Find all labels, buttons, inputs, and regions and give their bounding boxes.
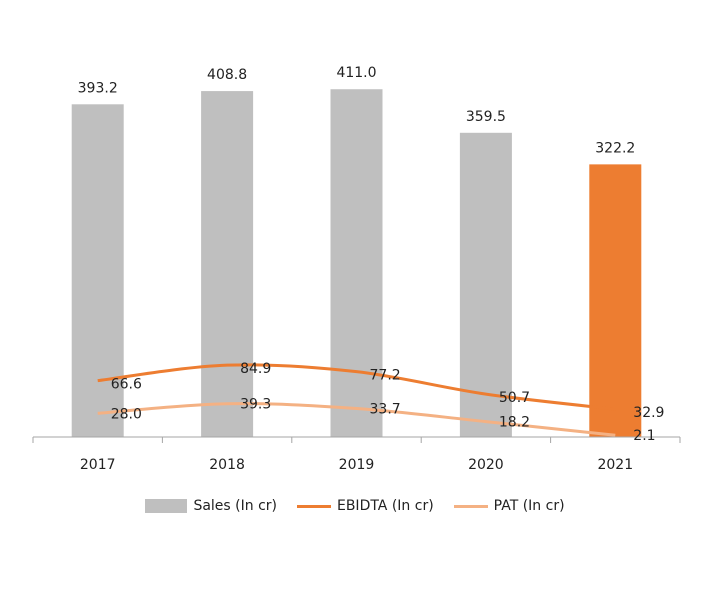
x-tick-label-2017: 2017 (80, 457, 116, 473)
legend-item-ebidta: EBIDTA (In cr) (296, 498, 434, 514)
line-series (97, 363, 616, 437)
legend-label-sales: Sales (In cr) (193, 498, 277, 514)
x-tick-label-2021: 2021 (597, 457, 633, 473)
legend-label-pat: PAT (In cr) (493, 498, 565, 514)
pat-label-2019: 33.7 (370, 401, 401, 417)
sales-bar-2018 (201, 91, 254, 437)
ebidta-label-2018: 84.9 (240, 361, 271, 377)
legend: Sales (In cr) EBIDTA (In cr) PAT (In cr) (0, 498, 710, 514)
legend-item-sales: Sales (In cr) (145, 498, 277, 514)
pat-label-2018: 39.3 (240, 397, 271, 413)
ebidta-label-2017: 66.6 (111, 377, 142, 393)
x-tick-label-2020: 2020 (468, 457, 504, 473)
sales-label-2020: 359.5 (466, 109, 506, 125)
legend-swatch-sales (145, 499, 188, 513)
sales-bar-2017 (71, 104, 124, 438)
sales-bars (71, 89, 642, 438)
legend-label-ebidta: EBIDTA (In cr) (336, 498, 434, 514)
sales-label-2021: 322.2 (595, 140, 635, 156)
data-labels: 393.2 408.8 411.0 359.5 322.2 66.6 84.9 77.2 50.… (78, 65, 665, 444)
x-tick-label-2019: 2019 (339, 457, 375, 473)
sales-label-2018: 408.8 (207, 67, 247, 83)
ebidta-label-2020: 50.7 (499, 390, 530, 406)
legend-swatch-pat (453, 504, 488, 508)
pat-label-2020: 18.2 (499, 415, 530, 431)
legend-item-pat: PAT (In cr) (453, 498, 565, 514)
pat-label-2017: 28.0 (111, 406, 142, 422)
ebidta-label-2019: 77.2 (370, 368, 401, 384)
sales-label-2017: 393.2 (78, 80, 118, 96)
x-axis-ticks: 2017 2018 2019 2020 2021 (32, 437, 681, 473)
x-tick-label-2018: 2018 (209, 457, 245, 473)
sales-bar-2021 (589, 164, 642, 437)
sales-bar-2019 (330, 89, 383, 437)
ebidta-label-2021: 32.9 (633, 405, 664, 421)
legend-swatch-ebidta (296, 504, 331, 508)
sales-label-2019: 411.0 (336, 65, 376, 81)
pat-line (97, 402, 616, 437)
sales-bar-2020 (459, 132, 512, 438)
ebidta-line (97, 363, 616, 411)
pat-label-2021: 2.1 (633, 428, 655, 444)
